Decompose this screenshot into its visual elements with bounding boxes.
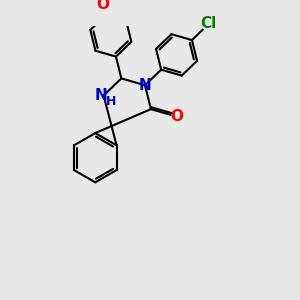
Text: O: O: [96, 0, 110, 11]
Text: N: N: [139, 78, 152, 93]
Text: O: O: [170, 109, 183, 124]
Text: H: H: [106, 95, 116, 108]
Text: Cl: Cl: [201, 16, 217, 32]
Text: N: N: [95, 88, 108, 103]
